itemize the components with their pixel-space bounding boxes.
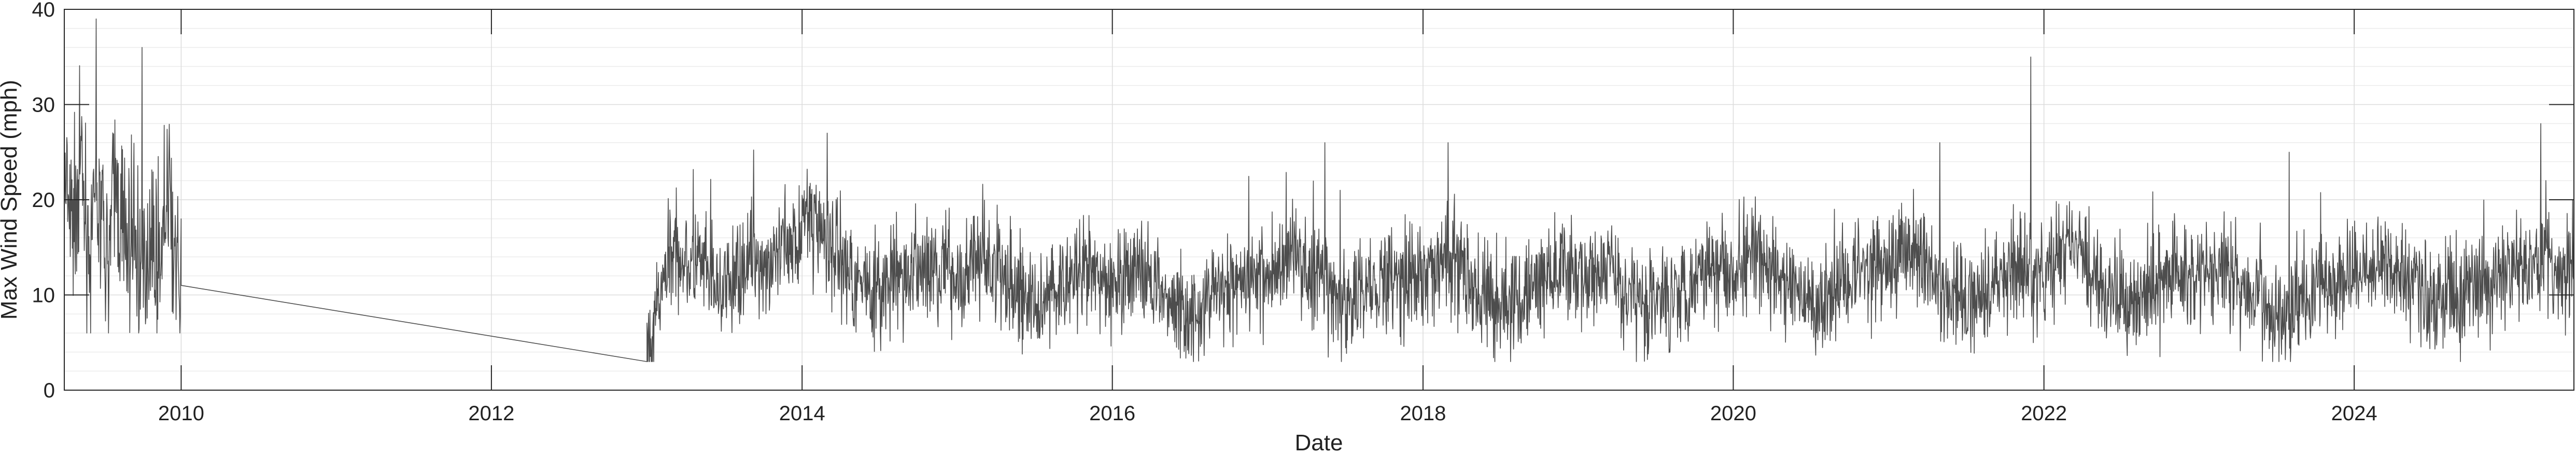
axis-ticks <box>64 9 2574 391</box>
x-tick-labels: 2010 2012 2014 2016 2018 2020 2022 2024 <box>158 402 2377 425</box>
y-tick-label: 30 <box>32 94 55 117</box>
x-tick-label: 2012 <box>468 402 514 425</box>
x-tick-label: 2014 <box>779 402 825 425</box>
y-axis-label: Max Wind Speed (mph) <box>0 80 22 320</box>
y-tick-label: 20 <box>32 189 55 212</box>
x-tick-label: 2024 <box>2331 402 2377 425</box>
x-axis-label: Date <box>1295 430 1343 455</box>
y-tick-label: 10 <box>32 284 55 307</box>
x-tick-label: 2010 <box>158 402 204 425</box>
x-tick-label: 2018 <box>1400 402 1446 425</box>
x-tick-label: 2020 <box>1710 402 1756 425</box>
series-line-max-wind-speed <box>64 18 2574 362</box>
y-tick-label: 0 <box>44 379 55 402</box>
x-tick-label: 2022 <box>2021 402 2067 425</box>
series-layer <box>64 18 2574 362</box>
y-tick-label: 40 <box>32 0 55 21</box>
y-tick-labels: 0 10 20 30 40 <box>32 0 55 402</box>
x-tick-label: 2016 <box>1089 402 1135 425</box>
